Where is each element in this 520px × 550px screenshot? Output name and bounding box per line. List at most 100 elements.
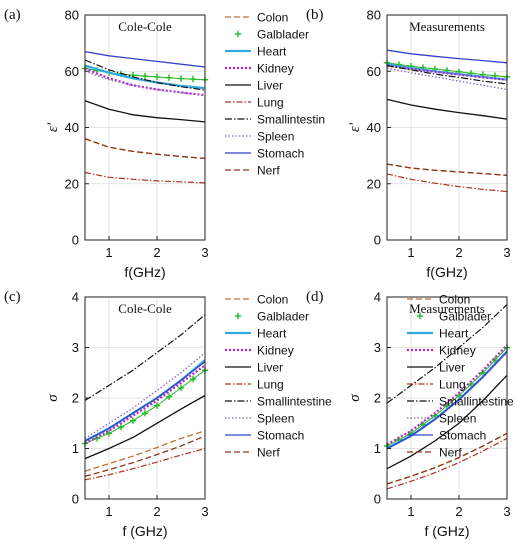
panel-title: Measurements	[409, 19, 485, 34]
series-line-heart	[84, 359, 206, 442]
legend-label: Stomach	[257, 429, 304, 443]
series-line-colon	[84, 138, 206, 160]
x-tick-label: 3	[503, 504, 510, 519]
legend-label: Heart	[257, 45, 287, 59]
series-line-colon	[84, 430, 206, 472]
y-axis-label: σ	[347, 394, 363, 402]
y-tick-label: 0	[374, 492, 381, 507]
series-line-lung	[386, 437, 508, 490]
x-axis-label: f (GHz)	[122, 523, 167, 539]
series-line-nerf	[84, 435, 206, 477]
panel-label: (d)	[306, 289, 324, 305]
x-tick-label: 1	[105, 245, 112, 260]
x-tick-label: 2	[153, 245, 160, 260]
panel-label: (c)	[4, 289, 21, 305]
series-line-kidney	[386, 344, 508, 446]
y-tick-label: 40	[65, 120, 79, 135]
x-tick-label: 3	[503, 245, 510, 260]
legend-label: Galblader	[257, 28, 309, 42]
legend-label: Stomach	[439, 429, 486, 443]
y-axis-label: ε'	[45, 122, 61, 132]
series-line-liver	[386, 98, 508, 120]
x-tick-label: 3	[201, 245, 208, 260]
series-line-nerf	[84, 138, 206, 160]
y-tick-label: 20	[65, 176, 79, 191]
legend-label: Smallintestine	[257, 395, 332, 409]
y-tick-label: 2	[374, 391, 381, 406]
y-tick-label: 60	[65, 64, 79, 79]
series-line-lung	[84, 171, 206, 184]
y-axis-label: σ	[45, 394, 61, 402]
legend-label: Liver	[257, 361, 283, 375]
series-line-stomach	[84, 361, 206, 442]
series-line-spleen	[84, 70, 206, 96]
series-line-spleen	[386, 67, 508, 91]
series-line-smallintestine	[84, 314, 206, 402]
series-line-stomach	[386, 49, 508, 64]
y-tick-label: 4	[374, 290, 381, 305]
series-line-smallintestin	[84, 59, 206, 91]
legend-label: Lung	[439, 378, 466, 392]
x-tick-label: 1	[407, 504, 414, 519]
series-line-stomach	[84, 50, 206, 68]
y-tick-label: 0	[72, 492, 79, 507]
legend-label: Galblader	[257, 310, 309, 324]
series-line-stomach	[386, 351, 508, 450]
x-tick-label: 2	[455, 245, 462, 260]
x-axis-label: f(GHz)	[124, 264, 165, 280]
y-tick-label: 3	[72, 340, 79, 355]
legend-label: Spleen	[257, 130, 294, 144]
panel-label: (b)	[306, 7, 324, 23]
y-tick-label: 40	[367, 120, 381, 135]
legend-label: Nerf	[257, 446, 280, 460]
y-tick-label: 1	[72, 441, 79, 456]
legend-label: Lung	[257, 378, 284, 392]
x-tick-label: 3	[201, 504, 208, 519]
y-tick-label: 80	[65, 8, 79, 23]
x-tick-label: 2	[455, 504, 462, 519]
x-axis-label: f(GHz)	[426, 264, 467, 280]
panel-title: Cole-Cole	[118, 301, 172, 316]
legend-label: Kidney	[257, 62, 294, 76]
y-tick-label: 60	[367, 64, 381, 79]
legend-label: Nerf	[439, 446, 462, 460]
panel-c: 1 2 3 0 1 2 3 4 f (GHz) σ (c) Cole-Cole Colon Galblad…	[4, 289, 332, 539]
legend: Colon Galblader Heart Kidney Liver Lung Smalli…	[407, 293, 514, 460]
legend-label: Nerf	[257, 164, 280, 178]
legend-label: Smallintestine	[439, 395, 514, 409]
legend-label: Liver	[439, 361, 465, 375]
legend-label: Lung	[257, 96, 284, 110]
y-tick-label: 2	[72, 391, 79, 406]
panel-a: 1 2 3 0 20 40 60 80 f(GHz) ε' (a) Cole-Cole Colon Gal…	[4, 7, 325, 280]
legend-label: Spleen	[257, 412, 294, 426]
y-axis-label: ε'	[347, 122, 363, 132]
panel-b: 1 2 3 0 20 40 60 80 f(GHz) ε' (b) Measurements	[306, 7, 511, 280]
series-line-kidney	[84, 364, 206, 445]
legend: Colon Galblader Heart Kidney Liver Lung Smalli…	[225, 11, 325, 178]
series-line-liver	[84, 100, 206, 123]
x-tick-label: 2	[153, 504, 160, 519]
series-line-smallintestine	[386, 304, 508, 404]
x-axis-label: f (GHz)	[424, 523, 469, 539]
series-line-lung	[84, 447, 206, 481]
legend-label: Stomach	[257, 147, 304, 161]
series-line-heart	[84, 64, 206, 90]
legend-label: Kidney	[257, 344, 294, 358]
y-tick-label: 80	[367, 8, 381, 23]
series-line-kidney	[386, 64, 508, 81]
x-tick-label: 1	[407, 245, 414, 260]
series-line-nerf	[386, 432, 508, 485]
y-tick-label: 3	[374, 340, 381, 355]
y-tick-label: 4	[72, 290, 79, 305]
panel-title: Measurements	[409, 301, 485, 316]
series-line-smallintestine	[386, 65, 508, 85]
series-line-liver	[386, 374, 508, 470]
legend: Colon Galblader Heart Kidney Liver Lung Smalli…	[225, 293, 332, 460]
series-line-spleen	[84, 352, 206, 439]
legend-label: Colon	[439, 293, 470, 307]
series-line-lung	[386, 173, 508, 193]
legend-label: Smallintestin	[257, 113, 325, 127]
x-tick-label: 1	[105, 504, 112, 519]
